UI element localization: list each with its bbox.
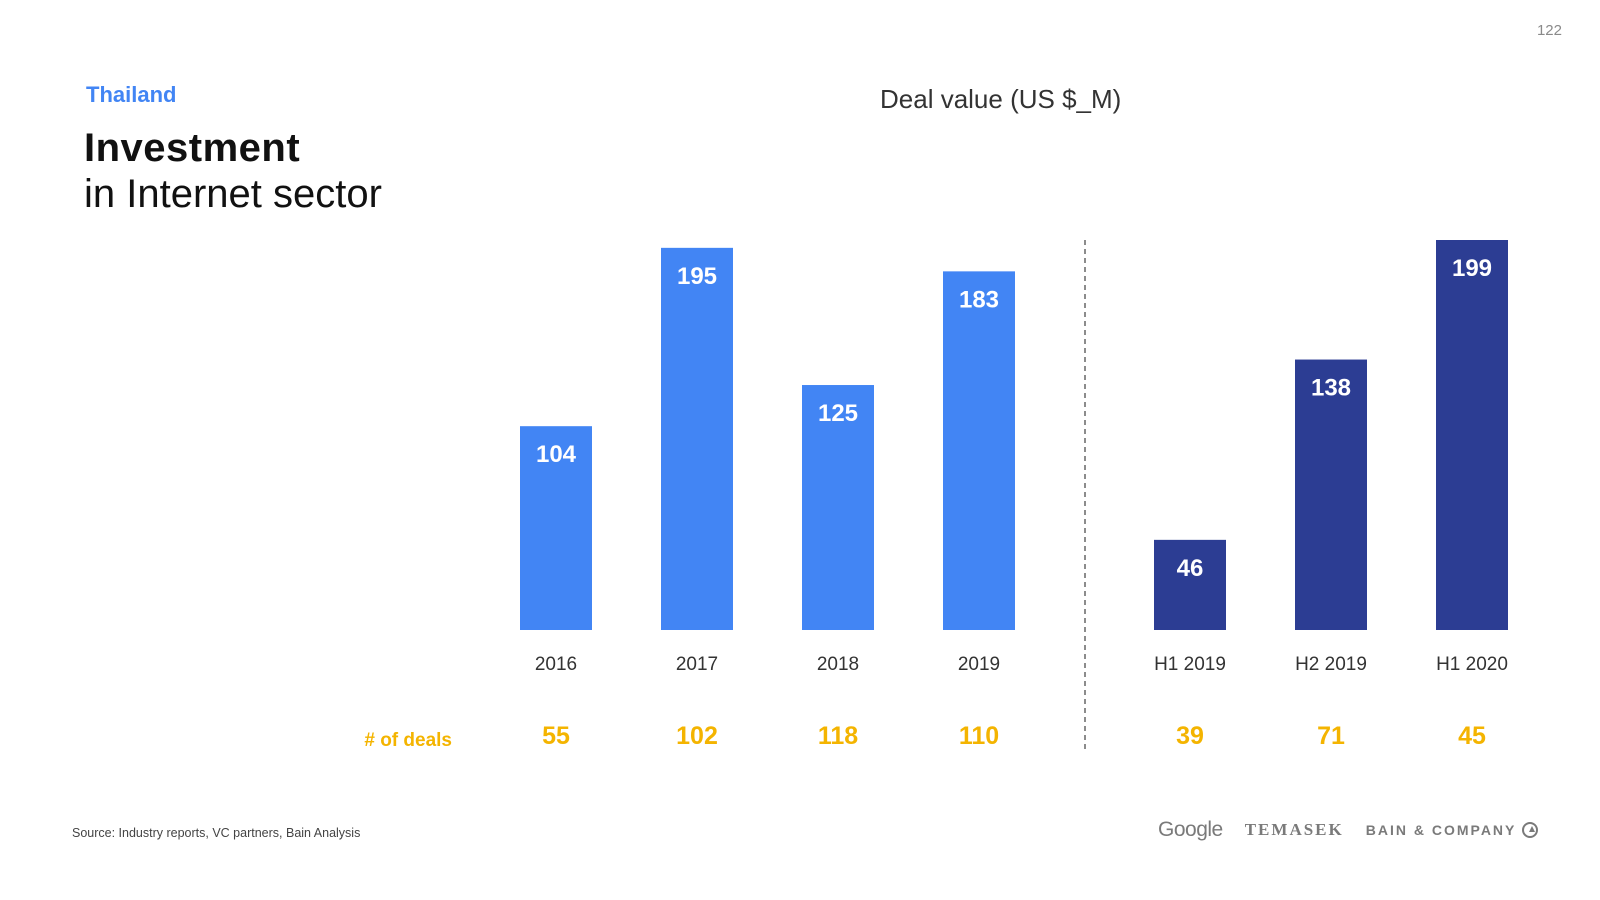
bar-value-label: 125	[818, 400, 858, 427]
bar-h1-2019	[1154, 539, 1226, 630]
page-title: Investment	[84, 126, 301, 170]
deal-count-label: 39	[1176, 722, 1204, 750]
category-label: H1 2020	[1436, 654, 1508, 675]
bain-logo-text: BAIN & COMPANY	[1365, 822, 1517, 838]
country-label: Thailand	[86, 82, 177, 107]
deal-count-label: 110	[959, 722, 999, 750]
deal-count-label: 102	[676, 722, 718, 750]
bar-value-label: 199	[1452, 255, 1492, 282]
bar-h1-2020	[1436, 240, 1508, 630]
partner-logos: Google TEMASEK BAIN & COMPANY	[1158, 818, 1539, 842]
bar-2017	[661, 247, 733, 630]
bain-logo: BAIN & COMPANY	[1366, 822, 1539, 838]
google-logo: Google	[1158, 818, 1223, 841]
deal-count-label: 118	[818, 722, 858, 750]
deal-count-label: 71	[1317, 722, 1345, 750]
page-subtitle: in Internet sector	[84, 172, 382, 216]
bain-mark-icon	[1522, 822, 1539, 838]
bar-value-label: 46	[1177, 555, 1204, 582]
category-label: 2016	[535, 654, 577, 675]
deals-row-label: # of deals	[364, 730, 452, 751]
temasek-logo: TEMASEK	[1244, 820, 1344, 839]
bar-h2-2019	[1295, 359, 1367, 630]
category-label: 2019	[958, 654, 1000, 675]
bar-2016	[520, 426, 592, 630]
bar-2018	[802, 385, 874, 630]
category-label: 2017	[676, 654, 718, 675]
bar-value-label: 183	[959, 286, 999, 313]
deal-count-label: 55	[542, 722, 570, 750]
category-label: 2018	[817, 654, 859, 675]
bar-value-label: 195	[677, 263, 717, 290]
category-label: H2 2019	[1295, 654, 1367, 675]
category-label: H1 2019	[1154, 654, 1226, 675]
source-note: Source: Industry reports, VC partners, B…	[72, 826, 361, 840]
chart-title: Deal value (US $_M)	[880, 84, 1122, 114]
bar-2019	[943, 271, 1015, 630]
deal-count-label: 45	[1458, 722, 1486, 750]
page-number: 122	[1536, 22, 1562, 39]
bar-value-label: 138	[1311, 375, 1351, 402]
bar-value-label: 104	[536, 441, 577, 468]
